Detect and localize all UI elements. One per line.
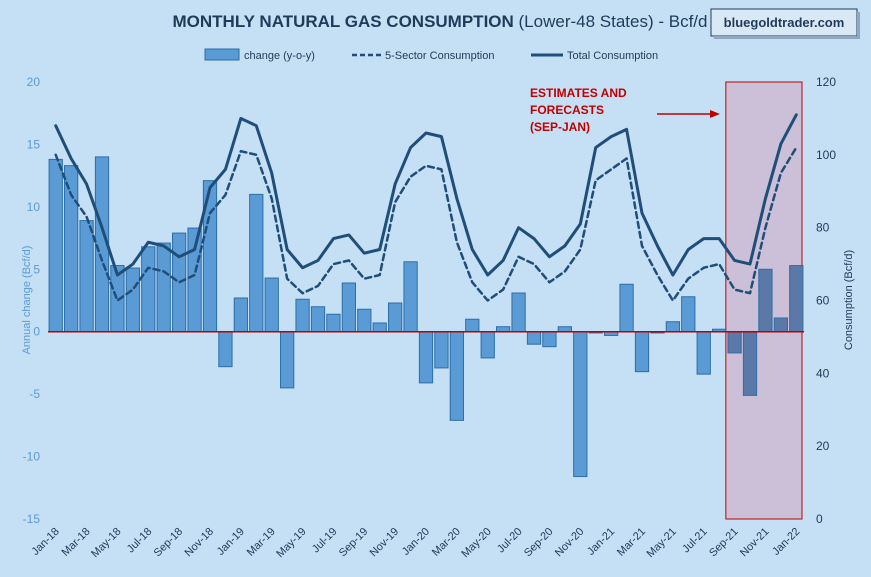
right-axis: 120 100 80 60 40 20 0 (816, 75, 836, 526)
bar-dec-18 (218, 331, 233, 368)
right-tick-label: 0 (816, 512, 823, 526)
bar-apr-19 (280, 331, 295, 389)
chart-title-main: MONTHLY NATURAL GAS CONSUMPTION (173, 12, 514, 31)
left-tick-label: 5 (33, 262, 40, 276)
chart-title: MONTHLY NATURAL GAS CONSUMPTION (Lower-4… (173, 12, 708, 31)
bar-feb-20 (434, 331, 449, 369)
line-5-sector-consumption (54, 146, 798, 302)
bar-nov-21 (758, 268, 773, 333)
bar-sep-20 (542, 331, 557, 348)
bar-sep-21 (727, 331, 742, 354)
bar-mar-21 (634, 331, 650, 373)
bar-jul-18 (141, 246, 156, 333)
annotation-line-1: ESTIMATES AND (530, 86, 627, 100)
bar-jan-18 (48, 158, 63, 333)
bar-jul-19 (326, 313, 341, 333)
bar-mar-20 (449, 331, 464, 421)
right-tick-label: 120 (816, 75, 836, 89)
bar-aug-18 (156, 242, 171, 333)
bar-oct-19 (372, 322, 387, 333)
left-tick-label: -5 (29, 387, 40, 401)
bar-mar-19 (264, 277, 279, 333)
right-tick-label: 40 (816, 366, 830, 380)
bar-jul-20 (511, 292, 526, 333)
bar-jun-19 (310, 306, 326, 333)
legend-label-bars: change (y-o-y) (244, 50, 315, 62)
bar-jun-20 (496, 326, 511, 333)
right-axis-label: Consumption (Bcf/d) (843, 250, 855, 350)
chart-title-suffix: (Lower-48 States) - Bcf/d (514, 12, 708, 31)
right-tick-label: 20 (816, 439, 830, 453)
bar-oct-21 (742, 331, 758, 396)
left-tick-label: 10 (27, 200, 41, 214)
forecast-annotation: ESTIMATES AND FORECASTS (SEP-JAN) (530, 86, 720, 134)
left-tick-label: -10 (23, 450, 41, 464)
left-axis-label: Annual change (Bcf/d) (21, 246, 33, 355)
annotation-line-3: (SEP-JAN) (530, 120, 590, 134)
bar-aug-20 (526, 331, 542, 345)
legend-label-5sector: 5-Sector Consumption (385, 50, 494, 62)
bar-feb-19 (249, 193, 264, 333)
line-total-consumption (54, 113, 798, 277)
bar-feb-18 (64, 165, 79, 333)
bar-jun-21 (681, 296, 696, 333)
legend-label-total: Total Consumption (567, 50, 658, 62)
bar-dec-21 (773, 317, 788, 333)
bar-dec-19 (403, 261, 418, 333)
legend: change (y-o-y) 5-Sector Consumption Tota… (204, 48, 658, 62)
bar-oct-20 (557, 326, 572, 333)
bar-aug-19 (341, 282, 356, 333)
brand-label: bluegoldtrader.com (724, 15, 845, 30)
bar-jan-22 (789, 265, 804, 333)
right-tick-label: 80 (816, 221, 830, 235)
bar-may-19 (295, 298, 310, 333)
left-tick-label: 20 (27, 75, 41, 89)
bar-nov-19 (388, 302, 403, 333)
bar-sep-19 (357, 308, 372, 333)
left-tick-label: 15 (27, 137, 41, 151)
left-axis: 20 15 10 5 0 -5 -10 -15 (23, 75, 41, 526)
bar-jul-21 (696, 331, 711, 375)
right-tick-label: 100 (816, 148, 836, 162)
left-tick-label: 0 (33, 325, 40, 339)
bars-group (48, 156, 804, 478)
bar-jan-20 (418, 331, 434, 384)
bar-apr-20 (465, 318, 480, 333)
bar-jan-19 (233, 297, 248, 333)
bar-may-21 (665, 321, 680, 333)
left-tick-label: -15 (23, 512, 41, 526)
bar-nov-20 (573, 331, 588, 478)
annotation-arrow-head (710, 110, 720, 118)
bar-jun-18 (125, 267, 140, 333)
annotation-line-2: FORECASTS (530, 103, 604, 117)
bar-feb-21 (619, 283, 634, 333)
right-tick-label: 60 (816, 294, 830, 308)
bar-may-20 (480, 331, 495, 359)
legend-bar-swatch (204, 48, 240, 61)
brand-box: bluegoldtrader.com (710, 8, 860, 39)
bar-mar-18 (79, 220, 94, 333)
lines-group (54, 113, 798, 302)
